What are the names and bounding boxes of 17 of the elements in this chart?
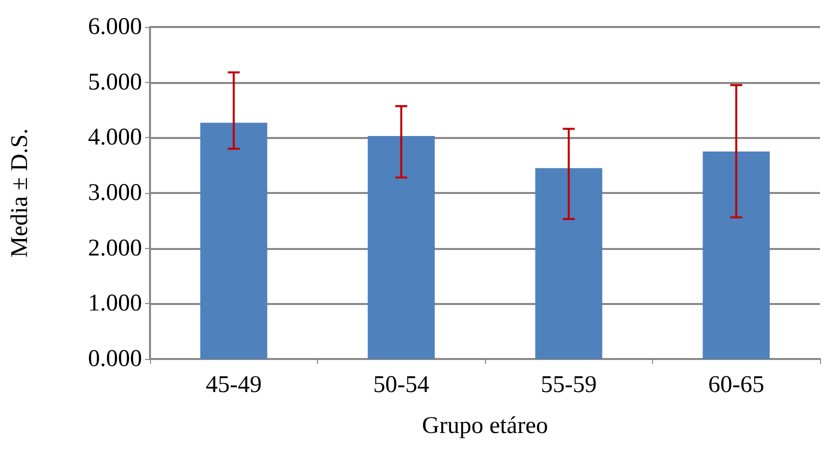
bar <box>368 136 435 359</box>
y-tick-label: 0.000 <box>88 346 142 372</box>
x-tick-label: 50-54 <box>373 372 430 398</box>
y-tick-label: 3.000 <box>88 180 142 206</box>
y-tick-label: 5.000 <box>88 69 142 96</box>
y-tick-label: 6.000 <box>88 14 142 40</box>
bar <box>702 152 770 359</box>
y-tick-label: 2.000 <box>88 235 142 262</box>
y-tick-label: 4.000 <box>88 124 142 151</box>
y-axis-title: Media ± D.S. <box>7 128 33 258</box>
bar <box>535 168 602 359</box>
x-tick-label: 45-49 <box>206 372 262 398</box>
bar <box>200 122 268 359</box>
y-tick-label: 1.000 <box>88 290 142 317</box>
x-tick-label: 55-59 <box>540 372 597 398</box>
x-axis-title: Grupo etáreo <box>422 413 548 439</box>
x-tick-label: 60-65 <box>708 372 764 398</box>
